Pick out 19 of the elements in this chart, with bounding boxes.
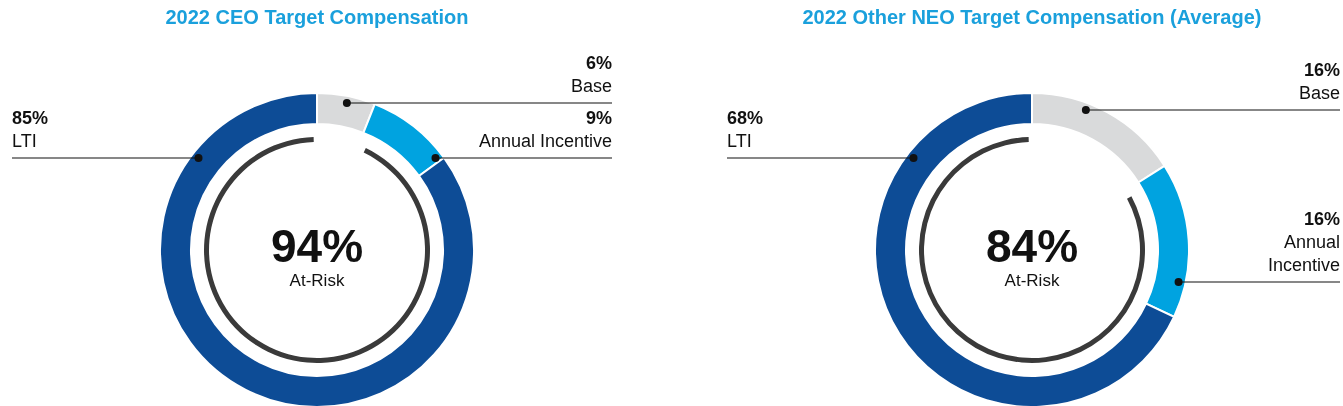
slice-label: Base <box>570 76 612 96</box>
donut-slice <box>159 92 475 406</box>
text: At-Risk <box>1004 271 1060 290</box>
chart-title: 2022 Other NEO Target Compensation (Average) <box>802 6 1262 28</box>
text: 94% <box>270 220 364 272</box>
data-label: 6% <box>585 53 612 73</box>
text: 84% <box>985 220 1079 272</box>
slice-label: LTI <box>12 131 37 151</box>
text: At-Risk <box>289 271 345 290</box>
slice-label: Base <box>1298 83 1340 103</box>
data-label: 9% <box>585 108 612 128</box>
data-label: 16% <box>1303 209 1340 229</box>
data-label: 16% <box>1303 60 1340 80</box>
chart-title: 2022 CEO Target Compensation <box>165 6 469 28</box>
data-label: 85% <box>12 108 49 128</box>
slice-label: LTI <box>727 131 752 151</box>
data-label: 68% <box>727 108 764 128</box>
slice-label: Annual Incentive <box>1267 232 1340 275</box>
slice-label: Annual Incentive <box>478 131 612 151</box>
